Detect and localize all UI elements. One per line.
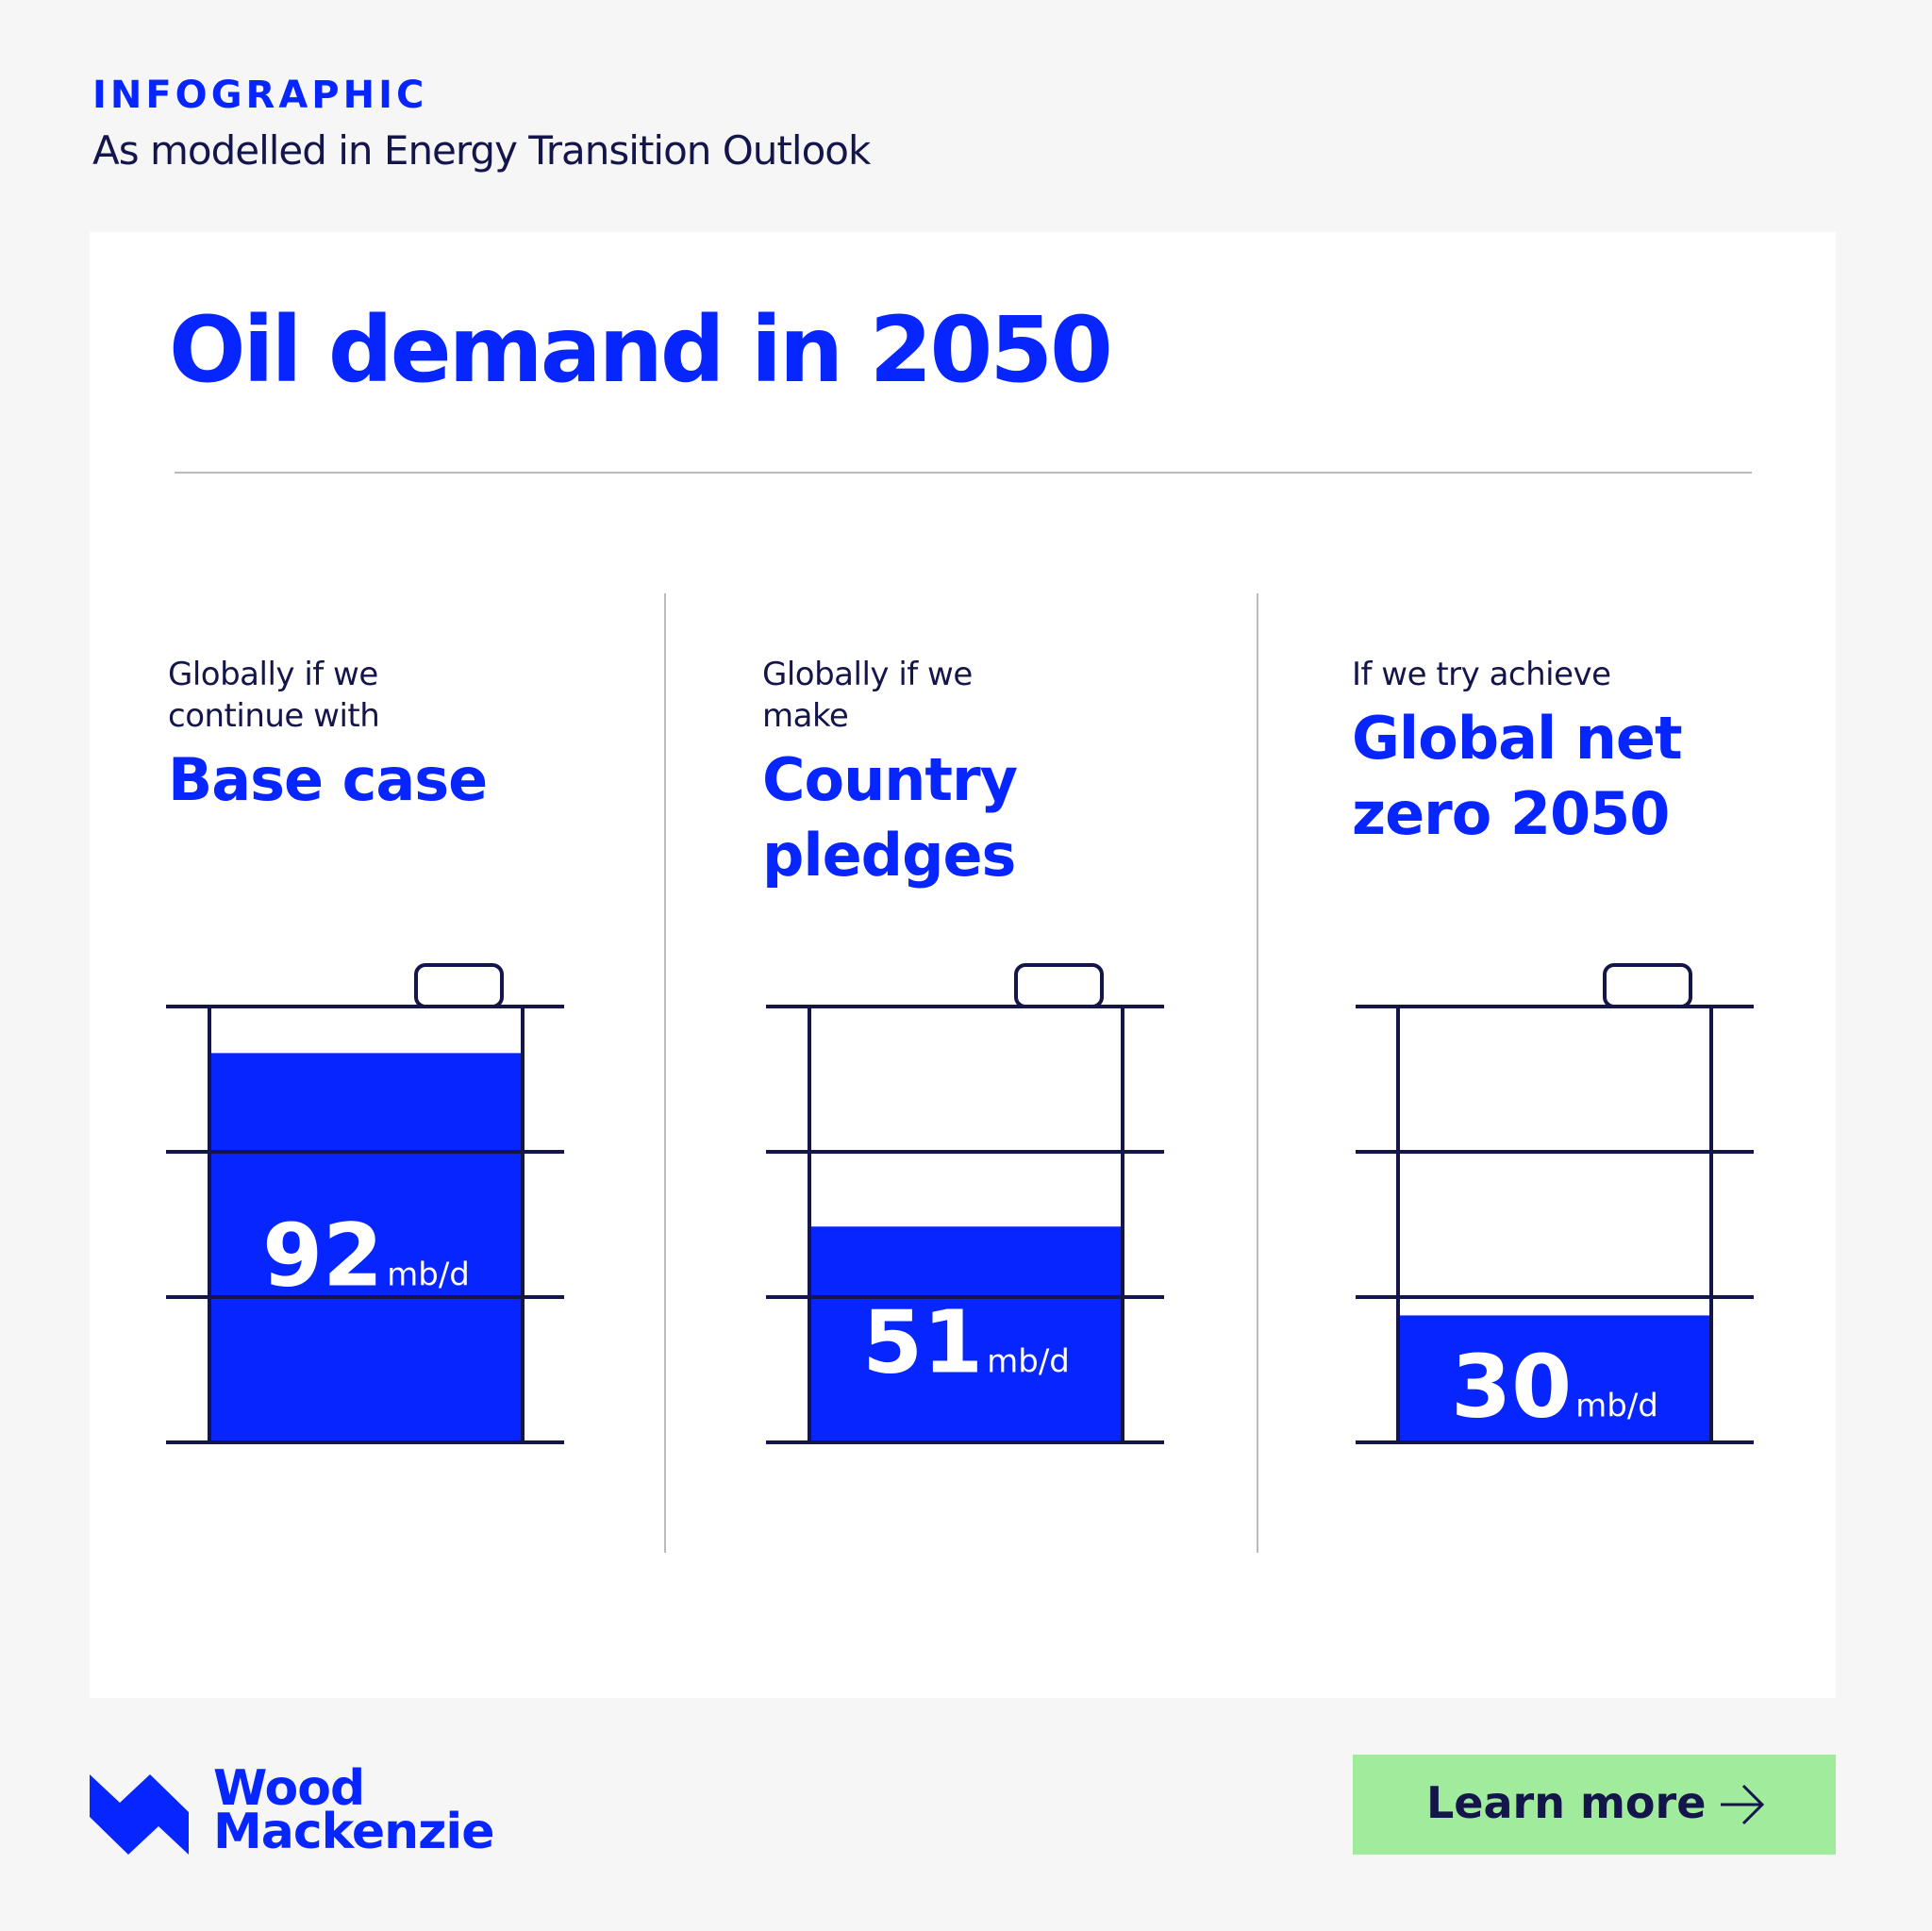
scenario-name: Country pledges: [762, 745, 1018, 890]
subtitle: As modelled in Energy Transition Outlook: [92, 127, 871, 174]
logo-line: Mackenzie: [213, 1804, 494, 1860]
kicker: INFOGRAPHIC: [92, 74, 428, 117]
learn-more-button[interactable]: Learn more: [1353, 1755, 1836, 1855]
scenario-name: Global net zero 2050: [1352, 704, 1683, 848]
scenario-intro: Globally if we continue with: [168, 656, 380, 735]
button-label: Learn more: [1426, 1777, 1707, 1828]
arrow-icon: [1721, 1784, 1765, 1825]
logo-line: Wood: [213, 1760, 365, 1817]
chart-title: Oil demand in 2050: [169, 297, 1113, 403]
scenario-intro: If we try achieve: [1352, 656, 1611, 693]
logo-mark: [90, 1774, 189, 1855]
logo-text: Wood Mackenzie: [213, 1760, 494, 1860]
scenario-intro: Globally if we make: [762, 656, 973, 735]
scenario-name: Base case: [168, 745, 488, 814]
card: [90, 232, 1836, 1698]
